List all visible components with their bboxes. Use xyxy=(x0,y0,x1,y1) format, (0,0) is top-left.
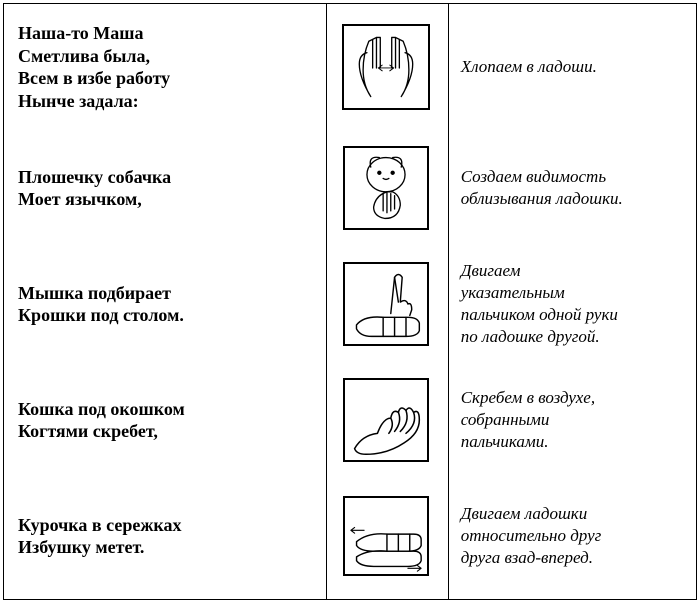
face-lick-icon xyxy=(345,148,427,228)
two-hands-icon xyxy=(344,26,428,108)
instruction-text: Хлопаем в ладоши. xyxy=(447,56,696,78)
point-palm-icon xyxy=(345,264,427,344)
table-row: Кошка под окошкомКогтями скребет, Скребе… xyxy=(4,364,696,476)
sweep-icon xyxy=(345,498,427,574)
instruction-text: Двигаем ладошкиотносительно другдруга вз… xyxy=(447,503,696,569)
picture-cell xyxy=(325,24,447,110)
verse-text: Наша-то МашаСметлива была,Всем в избе ра… xyxy=(4,22,325,112)
gesture-image xyxy=(343,146,429,230)
table-row: Курочка в сережкахИзбушку метет. Двигаем… xyxy=(4,480,696,592)
claw-icon xyxy=(345,380,427,460)
picture-cell xyxy=(325,262,447,346)
gesture-image xyxy=(343,262,429,346)
instruction-text: Двигаемуказательнымпальчиком одной рукип… xyxy=(447,260,696,348)
gesture-image xyxy=(342,24,430,110)
instruction-text: Создаем видимостьоблизывания ладошки. xyxy=(447,166,696,210)
exercise-table: Наша-то МашаСметлива была,Всем в избе ра… xyxy=(3,3,697,600)
table-row: Плошечку собачкаМоет язычком, Создаем ви… xyxy=(4,132,696,244)
picture-cell xyxy=(325,146,447,230)
picture-cell xyxy=(325,378,447,462)
verse-text: Курочка в сережкахИзбушку метет. xyxy=(4,514,325,559)
verse-text: Плошечку собачкаМоет язычком, xyxy=(4,166,325,211)
verse-text: Мышка подбираетКрошки под столом. xyxy=(4,282,325,327)
verse-text: Кошка под окошкомКогтями скребет, xyxy=(4,398,325,443)
table-row: Мышка подбираетКрошки под столом. Двигае… xyxy=(4,248,696,360)
instruction-text: Скребем в воздухе,собраннымипальчиками. xyxy=(447,387,696,453)
gesture-image xyxy=(343,496,429,576)
gesture-image xyxy=(343,378,429,462)
table-row: Наша-то МашаСметлива была,Всем в избе ра… xyxy=(4,8,696,126)
picture-cell xyxy=(325,496,447,576)
